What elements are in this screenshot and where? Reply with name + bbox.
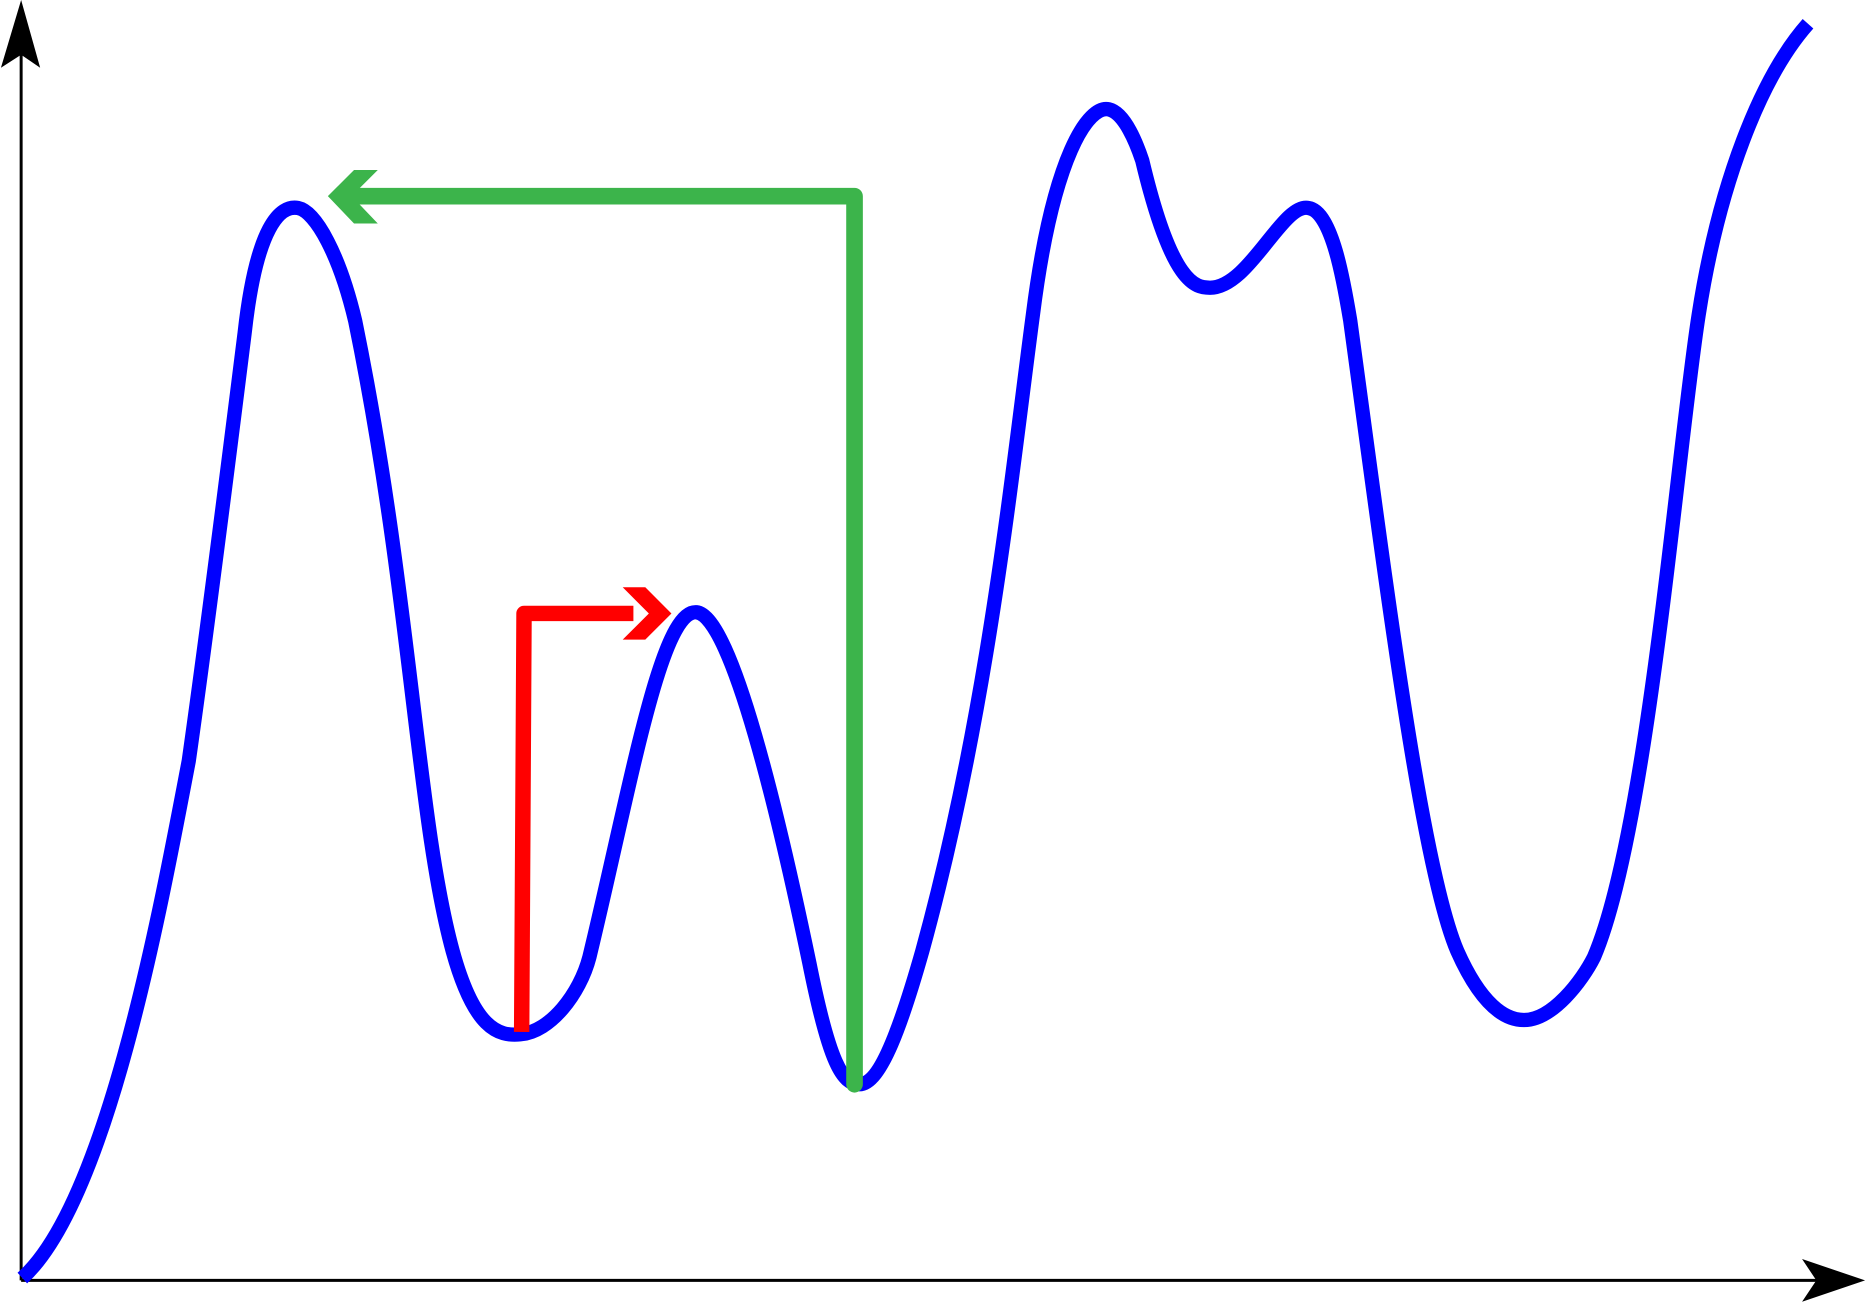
- x-axis-arrow: [1802, 1259, 1866, 1302]
- curve: [17, 19, 1814, 1284]
- red-arrow-head: [622, 587, 672, 640]
- red-arrow-line: [513, 605, 634, 1032]
- green-arrow-head: [327, 170, 378, 224]
- green-arrow-line: [349, 187, 863, 1093]
- y-axis-arrow: [0, 0, 41, 68]
